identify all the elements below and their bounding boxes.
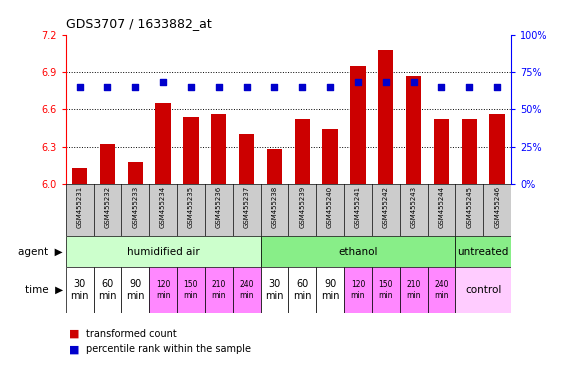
Text: GSM455234: GSM455234 [160,186,166,228]
Bar [183,117,199,184]
Bar [400,267,428,313]
Text: 90
min: 90 min [321,279,339,301]
Bar [127,162,143,184]
Bar [177,267,205,313]
Text: 150
min: 150 min [379,280,393,300]
Bar [267,149,282,184]
Text: 240
min: 240 min [434,280,449,300]
Bar [372,267,400,313]
Text: GSM455241: GSM455241 [355,186,361,228]
Text: ethanol: ethanol [338,247,377,257]
Bar [428,267,456,313]
Point [131,84,140,90]
Bar [489,114,505,184]
Text: GDS3707 / 1633882_at: GDS3707 / 1633882_at [66,17,211,30]
Bar [211,114,227,184]
Bar [66,236,260,267]
Text: GSM455240: GSM455240 [327,186,333,228]
Point [409,79,418,86]
Point [159,79,168,86]
Bar [316,267,344,313]
Bar [260,236,456,267]
Bar [350,66,365,184]
Bar [100,144,115,184]
Point [465,84,474,90]
Text: 60
min: 60 min [293,279,312,301]
Bar [122,267,149,313]
Text: ■: ■ [69,329,79,339]
Bar [406,76,421,184]
Text: GSM455239: GSM455239 [299,186,305,228]
Text: transformed count: transformed count [86,329,176,339]
Bar [239,134,254,184]
Text: GSM455238: GSM455238 [271,186,278,228]
Text: 210
min: 210 min [211,280,226,300]
Point [325,84,335,90]
Text: percentile rank within the sample: percentile rank within the sample [86,344,251,354]
Bar [260,267,288,313]
Point [297,84,307,90]
Bar [456,236,511,267]
Point [437,84,446,90]
Bar [323,129,338,184]
Bar [288,267,316,313]
Text: 90
min: 90 min [126,279,144,301]
Point [270,84,279,90]
Bar [94,267,122,313]
Bar [66,267,94,313]
Text: GSM455244: GSM455244 [439,186,444,228]
Point [493,84,502,90]
Bar [72,168,87,184]
Text: control: control [465,285,501,295]
Text: GSM455243: GSM455243 [411,186,417,228]
Text: time  ▶: time ▶ [25,285,63,295]
Text: humidified air: humidified air [127,247,199,257]
Text: ■: ■ [69,344,79,354]
Text: GSM455237: GSM455237 [244,186,250,228]
Text: GSM455232: GSM455232 [104,186,110,228]
Bar [233,267,260,313]
Point [75,84,84,90]
Point [242,84,251,90]
Bar [155,103,171,184]
Text: GSM455235: GSM455235 [188,186,194,228]
Text: GSM455231: GSM455231 [77,186,83,228]
Text: GSM455245: GSM455245 [467,186,472,228]
Text: 240
min: 240 min [239,280,254,300]
Text: GSM455236: GSM455236 [216,186,222,228]
Text: 30
min: 30 min [265,279,284,301]
Point [214,84,223,90]
Bar [378,50,393,184]
Bar [205,267,233,313]
Text: 120
min: 120 min [351,280,365,300]
Point [381,79,391,86]
Bar [434,119,449,184]
Bar [344,267,372,313]
Text: agent  ▶: agent ▶ [18,247,63,257]
Point [353,79,363,86]
Text: GSM455242: GSM455242 [383,186,389,228]
Point [186,84,195,90]
Text: GSM455246: GSM455246 [494,186,500,228]
Bar [461,119,477,184]
Text: 120
min: 120 min [156,280,170,300]
Text: 150
min: 150 min [184,280,198,300]
Text: untreated: untreated [457,247,509,257]
Bar [456,267,511,313]
Bar [149,267,177,313]
Bar [295,119,310,184]
Text: 60
min: 60 min [98,279,116,301]
Text: 210
min: 210 min [407,280,421,300]
Point [103,84,112,90]
Text: GSM455233: GSM455233 [132,186,138,228]
Text: 30
min: 30 min [70,279,89,301]
